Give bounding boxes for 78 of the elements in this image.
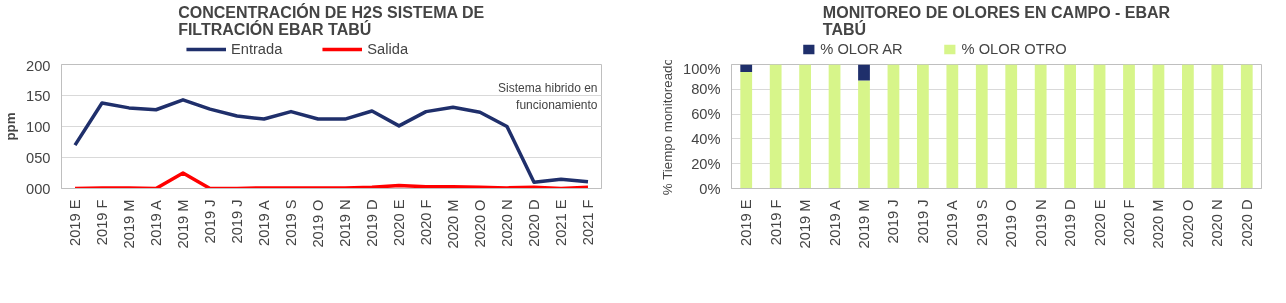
x-tick-label: 2019 M	[175, 199, 191, 249]
bar	[1123, 64, 1135, 189]
bar	[799, 64, 811, 189]
x-tick-label: 2019 F	[767, 199, 784, 246]
legend-label: Entrada	[230, 41, 283, 57]
x-tick-label: 2020 M	[1150, 199, 1167, 249]
x-tick-label: 2020 E	[1091, 199, 1108, 246]
bar	[1064, 64, 1076, 189]
bar	[858, 80, 870, 189]
x-tick-label: 2019 S	[283, 199, 299, 246]
x-tick-label: 2019 E	[738, 199, 755, 246]
y-tick-label: 40%	[691, 130, 721, 147]
x-tick-label: 2020 D	[1238, 199, 1255, 247]
y-tick-label: 0%	[699, 180, 721, 197]
annotation: Sistema hibrido en funcionamiento	[498, 80, 598, 112]
x-tick-label: 2019 J	[229, 199, 245, 244]
y-tick-label: 150	[26, 87, 51, 104]
x-tick-label: 2020 M	[445, 199, 461, 249]
y-tick-label: 100	[26, 118, 51, 135]
bar	[858, 64, 870, 81]
x-tick-label: 2020 F	[418, 199, 434, 246]
bar	[1152, 64, 1165, 189]
x-tick-label: 2019 N	[337, 199, 353, 247]
y-tick-label: 050	[26, 149, 51, 166]
x-tick-label: 2021 E	[553, 199, 569, 246]
bar	[1240, 64, 1253, 189]
x-tick-label: 2020 N	[499, 199, 515, 247]
chart-title: MONITOREO DE OLORES EN CAMPO - EBAR TABÚ	[822, 3, 1171, 38]
x-tick-label: 2019 S	[973, 199, 990, 246]
bar	[1005, 64, 1018, 189]
chart-title: CONCENTRACIÓN DE H2S SISTEMA DE FILTRACIÓN EBAR TABÚ	[178, 2, 485, 38]
bar	[828, 64, 841, 189]
x-tick-label: 2019 J	[885, 199, 902, 244]
x-tick-label: 2019 M	[121, 199, 137, 249]
y-tick-label: 20%	[691, 155, 721, 172]
x-tick-label: 2019 J	[914, 199, 931, 244]
bar	[740, 64, 753, 72]
legend-label: % OLOR OTRO	[961, 41, 1067, 57]
x-tick-label: 2019 D	[364, 199, 380, 247]
x-tick-label: 2019 M	[797, 199, 814, 249]
y-tick-label: 000	[26, 180, 51, 197]
line-series	[73, 171, 590, 189]
x-tick-label: 2019 F	[94, 199, 110, 246]
bar	[1211, 64, 1224, 189]
x-tick-label: 2019 N	[1032, 199, 1049, 247]
y-tick-label: 200	[26, 57, 51, 74]
x-tick-label: 2019 E	[67, 199, 83, 246]
y-tick-label: 60%	[691, 106, 721, 123]
x-tick-label: 2020 D	[526, 199, 542, 247]
x-tick-label: 2019 D	[1062, 199, 1079, 247]
x-tick-label: 2019 M	[856, 199, 872, 249]
y-tick-label: 100%	[683, 60, 721, 77]
x-tick-label: 2020 E	[391, 199, 407, 246]
x-tick-label: 2019 A	[826, 200, 843, 246]
bar	[1034, 64, 1047, 189]
x-tick-label: 2020 N	[1209, 199, 1226, 247]
y-axis-title: ppm	[3, 112, 19, 141]
x-tick-label: 2019 O	[310, 199, 326, 248]
x-tick-label: 2021 F	[580, 199, 596, 246]
x-tick-label: 2019 A	[256, 200, 272, 246]
bar	[946, 64, 959, 189]
bar	[917, 64, 929, 189]
bar	[769, 64, 782, 189]
x-tick-label: 2020 O	[1179, 199, 1196, 248]
x-tick-label: 2019 A	[148, 200, 164, 246]
y-tick-label: 80%	[691, 81, 721, 98]
bar	[1182, 64, 1194, 189]
x-tick-label: 2020 F	[1121, 199, 1137, 246]
bar	[740, 71, 753, 189]
x-tick-label: 2019 J	[202, 199, 218, 244]
x-tick-label: 2019 O	[1003, 199, 1020, 248]
legend-label: % OLOR AR	[820, 41, 903, 57]
x-tick-label: 2020 O	[472, 199, 488, 248]
bar	[1093, 64, 1106, 189]
x-tick-label: 2019 A	[944, 200, 961, 246]
legend-label: Salida	[367, 41, 409, 57]
bar	[887, 64, 900, 189]
bar	[975, 64, 988, 189]
